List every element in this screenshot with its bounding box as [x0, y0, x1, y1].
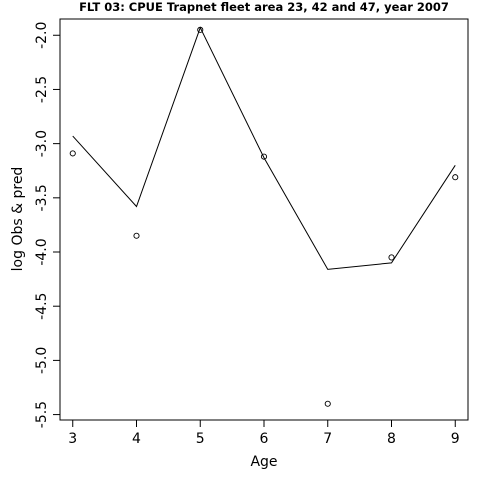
x-tick-label: 8: [387, 431, 396, 447]
y-tick-label: -5.0: [34, 347, 50, 374]
chart-title: FLT 03: CPUE Trapnet fleet area 23, 42 a…: [79, 0, 449, 14]
observed-point: [388, 254, 395, 261]
x-tick-label: 7: [323, 431, 332, 447]
x-tick-label: 4: [132, 431, 141, 447]
y-tick-label: -2.5: [34, 76, 50, 103]
x-tick-label: 3: [68, 431, 77, 447]
observed-point: [452, 174, 459, 181]
observed-point: [69, 150, 76, 157]
y-axis-label: log Obs & pred: [10, 167, 26, 272]
x-tick-label: 6: [260, 431, 269, 447]
y-tick-label: -4.0: [34, 238, 50, 265]
observed-point: [133, 232, 140, 239]
y-tick-label: -2.0: [34, 22, 50, 49]
x-axis-label: Age: [250, 454, 277, 470]
y-axis: -5.5 -5.0 -4.5 -4.0 -3.5 -3.0 -2.5 -2.0: [34, 22, 60, 428]
predicted-line: [72, 26, 456, 270]
plot-frame: [59, 18, 469, 421]
y-tick-label: -3.0: [34, 130, 50, 157]
observed-point: [197, 26, 204, 33]
y-tick-label: -4.5: [34, 293, 50, 320]
x-tick-label: 9: [451, 431, 460, 447]
observed-point: [324, 400, 331, 407]
y-tick-label: -3.5: [34, 184, 50, 211]
observed-point: [260, 153, 268, 160]
x-axis: 3 4 5 6 7 8 9: [68, 420, 460, 447]
y-tick-label: -5.5: [34, 401, 50, 428]
x-tick-label: 5: [196, 431, 205, 447]
series-layer: [69, 26, 459, 407]
